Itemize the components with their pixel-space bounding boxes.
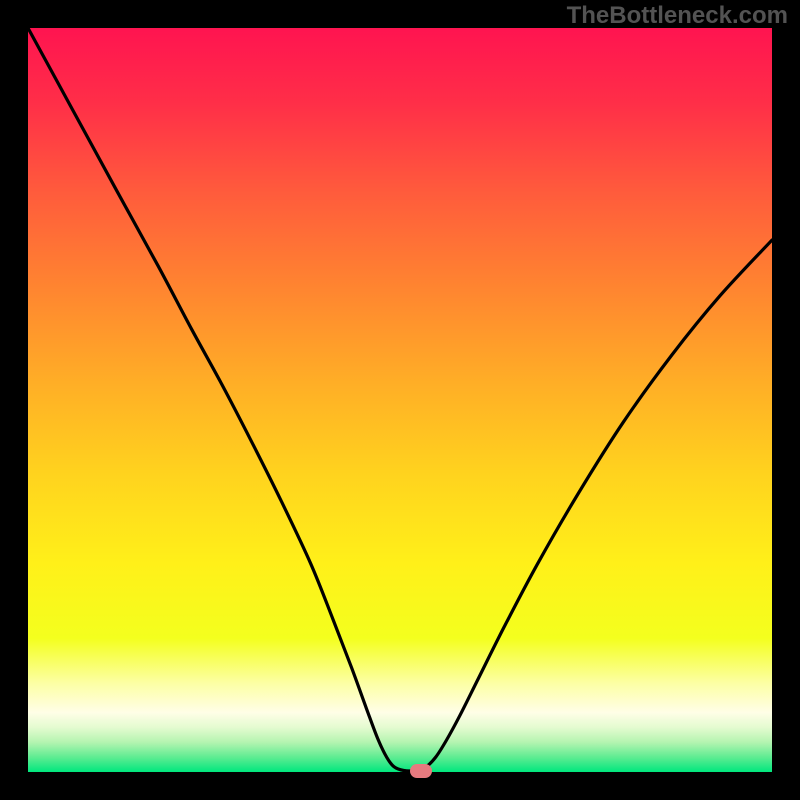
plot-area — [28, 28, 772, 772]
minimum-marker — [410, 764, 432, 778]
chart-container: TheBottleneck.com — [0, 0, 800, 800]
watermark-text: TheBottleneck.com — [567, 2, 788, 30]
